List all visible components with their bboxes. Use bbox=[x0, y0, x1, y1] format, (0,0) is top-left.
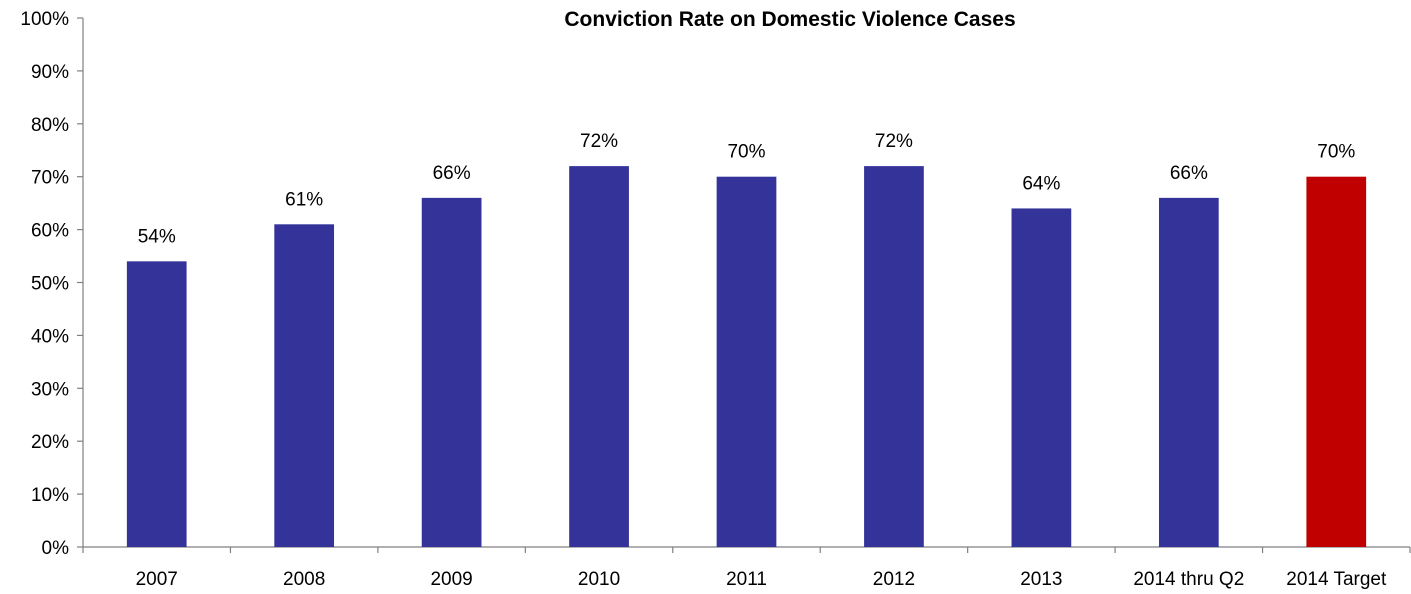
y-tick-label: 100% bbox=[20, 9, 69, 30]
bar bbox=[569, 166, 629, 547]
x-tick-label: 2010 bbox=[578, 569, 620, 590]
x-tick-label: 2012 bbox=[873, 569, 915, 590]
data-label: 54% bbox=[138, 226, 176, 247]
bar bbox=[421, 197, 482, 548]
data-label: 64% bbox=[1022, 173, 1060, 194]
x-tick-label: 2014 Target bbox=[1286, 569, 1387, 590]
bars bbox=[126, 166, 1367, 548]
bar bbox=[126, 261, 187, 547]
data-label: 66% bbox=[1170, 163, 1208, 184]
chart-title: Conviction Rate on Domestic Violence Cas… bbox=[564, 8, 1015, 31]
bar bbox=[864, 166, 924, 547]
y-tick-label: 70% bbox=[31, 168, 69, 189]
x-tick-label: 2013 bbox=[1020, 569, 1062, 590]
data-label: 72% bbox=[875, 131, 913, 152]
data-label: 61% bbox=[285, 189, 323, 210]
data-labels: 54% 61% 66% 72% 70% 72% 64% 66% 70% bbox=[138, 131, 1356, 247]
bar bbox=[1011, 208, 1072, 547]
x-tick-label: 2014 thru Q2 bbox=[1133, 569, 1244, 590]
y-tick-label: 50% bbox=[31, 274, 69, 295]
data-label: 70% bbox=[727, 142, 765, 163]
bar bbox=[1306, 176, 1367, 547]
bar bbox=[716, 176, 777, 547]
y-tick-label: 40% bbox=[31, 326, 69, 347]
x-tick-label: 2009 bbox=[430, 569, 472, 590]
y-tick-label: 0% bbox=[42, 538, 70, 559]
y-tick-label: 20% bbox=[31, 432, 69, 453]
y-tick-label: 90% bbox=[31, 62, 69, 83]
axes: 0% 10% 20% 30% 40% 50% 60% 70% 80% 90% 100% 2007 200… bbox=[20, 9, 1411, 590]
y-tick-label: 60% bbox=[31, 221, 69, 242]
y-tick-label: 10% bbox=[31, 485, 69, 506]
bar bbox=[274, 224, 335, 547]
y-tick-label: 30% bbox=[31, 379, 69, 400]
y-tick-label: 80% bbox=[31, 115, 69, 136]
x-tick-label: 2008 bbox=[283, 569, 325, 590]
data-label: 72% bbox=[580, 131, 618, 152]
data-label: 66% bbox=[433, 163, 471, 184]
x-tick-label: 2011 bbox=[726, 569, 767, 590]
data-label: 70% bbox=[1317, 142, 1355, 163]
bar bbox=[1158, 197, 1219, 548]
x-tick-label: 2007 bbox=[136, 569, 178, 590]
